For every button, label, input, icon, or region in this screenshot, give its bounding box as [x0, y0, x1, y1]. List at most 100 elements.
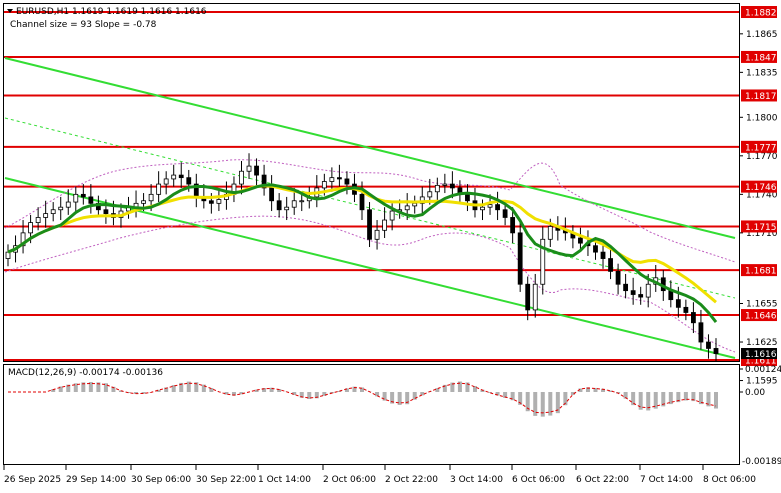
candle-body	[66, 202, 70, 207]
candle-body	[179, 175, 183, 178]
candle-body	[481, 207, 485, 210]
candle-body	[533, 284, 537, 310]
time-axis-label: 6 Oct 06:00	[512, 475, 565, 485]
candle-body	[360, 194, 364, 209]
price-axis-label: 1.1595	[746, 377, 778, 387]
macd-bar	[473, 386, 477, 392]
level-label: 1.1882	[745, 9, 777, 19]
time-axis-label: 8 Oct 06:00	[703, 475, 756, 485]
price-axis-label: 1.1800	[746, 113, 778, 123]
candle-body	[691, 312, 695, 322]
candle-body	[247, 166, 251, 171]
candle-body	[714, 348, 718, 353]
macd-bar	[383, 392, 387, 401]
candle-body	[322, 182, 326, 188]
candle-body	[164, 179, 168, 184]
macd-axis-label-zero: 0.00	[745, 388, 765, 398]
current-price-marker: 1.1616	[741, 348, 777, 360]
candle-body	[609, 259, 613, 272]
candle-body	[706, 342, 710, 348]
candle-body	[578, 238, 582, 243]
candle-body	[172, 175, 176, 179]
time-axis-label: 30 Sep 06:00	[131, 475, 191, 485]
candle-body	[646, 284, 650, 297]
candle-body	[601, 252, 605, 258]
candle-body	[270, 188, 274, 201]
candle-body	[593, 246, 597, 252]
candle-body	[149, 194, 153, 200]
level-label: 1.1681	[745, 267, 777, 277]
candle-body	[81, 194, 85, 197]
candle-body	[285, 207, 289, 210]
macd-axis-label-bottom: -0.00189	[742, 457, 781, 467]
time-axis-label: 2 Oct 06:00	[323, 475, 376, 485]
candle-body	[526, 284, 530, 310]
candle-body	[435, 185, 439, 191]
level-label: 1.1817	[745, 92, 777, 102]
candle-body	[548, 226, 552, 239]
level-label: 1.1715	[745, 223, 777, 233]
candle-body	[292, 201, 296, 207]
candle-body	[624, 284, 628, 290]
macd-bar	[714, 392, 718, 409]
time-axis-label: 1 Oct 14:00	[258, 475, 311, 485]
time-axis-label: 7 Oct 14:00	[640, 475, 693, 485]
candle-body	[209, 201, 213, 204]
candle-body	[496, 205, 500, 210]
macd-bar	[631, 392, 635, 405]
candle-body	[44, 214, 48, 218]
candle-body	[518, 233, 522, 284]
candle-body	[503, 210, 507, 218]
level-label: 1.1746	[745, 183, 777, 193]
candle-body	[428, 192, 432, 197]
candle-body	[217, 199, 221, 203]
price-axis-label: 1.1625	[746, 338, 778, 348]
candle-body	[157, 184, 161, 194]
candle-body	[300, 201, 304, 202]
candle-body	[368, 210, 372, 240]
candle-body	[375, 230, 379, 239]
candle-body	[59, 207, 63, 210]
macd-bar	[639, 392, 643, 410]
candle-body	[450, 184, 454, 188]
channel-info-text: Channel size = 93 Slope = -0.78	[10, 20, 157, 30]
macd-axis-label-top: 0.00124	[745, 365, 781, 375]
macd-bar	[413, 392, 417, 400]
candle-body	[29, 223, 33, 233]
candle-body	[51, 210, 55, 214]
candle-body	[488, 205, 492, 208]
time-axis-label: 30 Sep 22:00	[196, 475, 256, 485]
time-axis-label: 29 Sep 14:00	[66, 475, 126, 485]
candle-body	[631, 291, 635, 295]
candle-body	[187, 178, 191, 184]
time-axis-label: 6 Oct 22:00	[576, 475, 629, 485]
candle-body	[676, 300, 680, 308]
macd-bar	[375, 392, 379, 396]
candle-body	[511, 217, 515, 232]
candle-body	[74, 194, 78, 202]
symbol-info-text: EURUSD,H1 1.1619 1.1619 1.1616 1.1616	[16, 7, 207, 17]
candle-body	[390, 211, 394, 220]
candle-body	[413, 203, 417, 206]
macd-info-text: MACD(12,26,9) -0.00174 -0.00136	[8, 368, 163, 378]
candle-body	[699, 323, 703, 342]
level-label: 1.1777	[745, 143, 777, 153]
candle-body	[89, 197, 93, 203]
candle-body	[255, 166, 259, 175]
candle-body	[277, 201, 281, 210]
candle-body	[383, 220, 387, 230]
candle-body	[345, 179, 349, 184]
level-label: 1.1847	[745, 53, 777, 63]
candle-body	[142, 201, 146, 204]
level-label: 1.1646	[745, 312, 777, 322]
candle-body	[330, 178, 334, 182]
candle-body	[616, 271, 620, 284]
candle-body	[639, 295, 643, 298]
price-axis-label: 1.1865	[746, 30, 778, 40]
candle-body	[104, 210, 108, 214]
candle-body	[684, 307, 688, 312]
time-axis-label: 2 Oct 22:00	[385, 475, 438, 485]
candle-body	[443, 184, 447, 185]
candle-body	[465, 194, 469, 200]
